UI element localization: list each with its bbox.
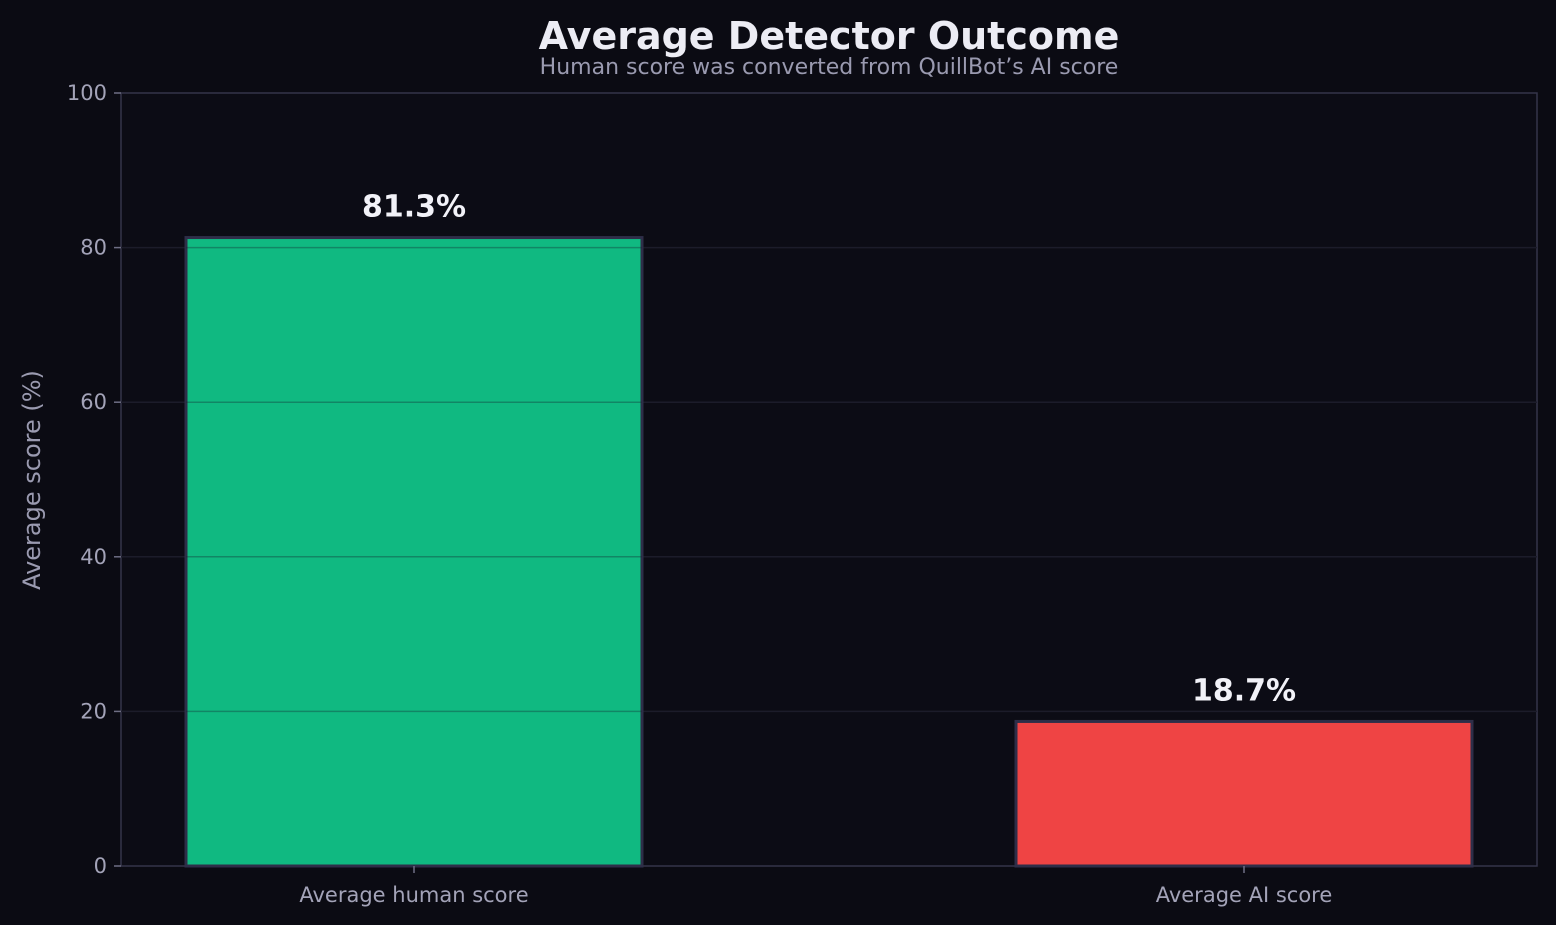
data-labels: 81.3% 18.7% [362, 190, 1296, 709]
data-label-1: 18.7% [1192, 673, 1296, 708]
data-label-0: 81.3% [362, 190, 466, 225]
x-tick-label-0: Average human score [299, 883, 528, 907]
chart-title: Average Detector Outcome [539, 14, 1120, 58]
y-tick-label-1: 20 [80, 699, 107, 723]
y-axis-ticks: 0 20 40 60 80 100 [67, 81, 121, 878]
bar-1 [1014, 719, 1474, 868]
y-tick-label-3: 60 [80, 390, 107, 414]
x-tick-label-1: Average AI score [1156, 883, 1333, 907]
y-tick-label-4: 80 [80, 236, 107, 260]
chart-subtitle: Human score was converted from QuillBot’… [540, 55, 1119, 80]
y-tick-label-5: 100 [67, 81, 107, 105]
y-tick-label-2: 40 [80, 545, 107, 569]
y-axis-title: Average score (%) [18, 370, 46, 590]
bars [184, 236, 1474, 868]
y-tick-label-0: 0 [94, 854, 107, 878]
bar-0 [184, 236, 644, 868]
x-axis-ticks: Average human score Average AI score [299, 866, 1332, 907]
